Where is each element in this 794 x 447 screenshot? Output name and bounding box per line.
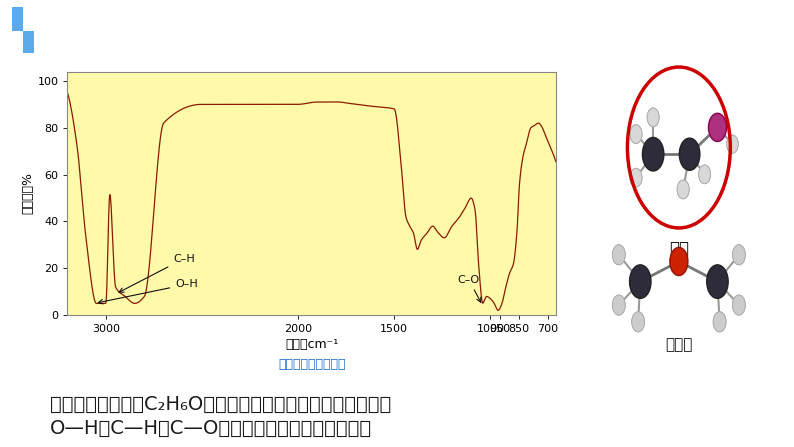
- Circle shape: [732, 245, 746, 265]
- Circle shape: [612, 245, 626, 265]
- Circle shape: [642, 138, 664, 171]
- Circle shape: [612, 245, 626, 265]
- Circle shape: [699, 165, 711, 184]
- Circle shape: [630, 125, 642, 143]
- Circle shape: [612, 295, 626, 315]
- Circle shape: [632, 312, 645, 332]
- Y-axis label: 透过率／%: 透过率／%: [21, 173, 35, 214]
- Circle shape: [727, 135, 738, 153]
- Text: 某未知物分子式为C₂H₆O，通过红外光谱（如图）可以监测到: 某未知物分子式为C₂H₆O，通过红外光谱（如图）可以监测到: [50, 395, 391, 414]
- Circle shape: [670, 248, 688, 275]
- Bar: [23, 31, 34, 53]
- Circle shape: [707, 265, 728, 299]
- Circle shape: [630, 168, 642, 187]
- Text: O–H: O–H: [98, 279, 198, 304]
- Circle shape: [630, 168, 642, 187]
- Circle shape: [732, 245, 746, 265]
- Circle shape: [680, 138, 700, 170]
- Circle shape: [647, 108, 659, 127]
- Circle shape: [713, 312, 726, 332]
- Circle shape: [677, 180, 689, 199]
- Circle shape: [727, 135, 738, 153]
- Text: 目标一   分子空间结构的测定方法: 目标一 分子空间结构的测定方法: [48, 18, 271, 42]
- Circle shape: [677, 180, 689, 199]
- Text: 某未知物的红外光谱: 某未知物的红外光谱: [278, 358, 345, 371]
- Bar: [12, 7, 23, 31]
- Text: C–H: C–H: [119, 253, 195, 292]
- X-axis label: 波数／cm⁻¹: 波数／cm⁻¹: [285, 338, 338, 351]
- Circle shape: [630, 125, 642, 143]
- Circle shape: [713, 312, 726, 332]
- Text: 二甲醚: 二甲醚: [665, 337, 692, 352]
- Circle shape: [708, 114, 727, 141]
- Text: C–O: C–O: [458, 275, 481, 302]
- Circle shape: [632, 312, 645, 332]
- Text: O—H、C—H、C—O键的振动吸收，推测其结构。: O—H、C—H、C—O键的振动吸收，推测其结构。: [50, 419, 372, 438]
- Circle shape: [732, 295, 746, 315]
- Circle shape: [732, 295, 746, 315]
- Circle shape: [699, 165, 711, 184]
- Text: 乙醇: 乙醇: [669, 240, 689, 258]
- Bar: [12, 7, 34, 53]
- Circle shape: [647, 108, 659, 127]
- Circle shape: [630, 265, 651, 299]
- Circle shape: [612, 295, 626, 315]
